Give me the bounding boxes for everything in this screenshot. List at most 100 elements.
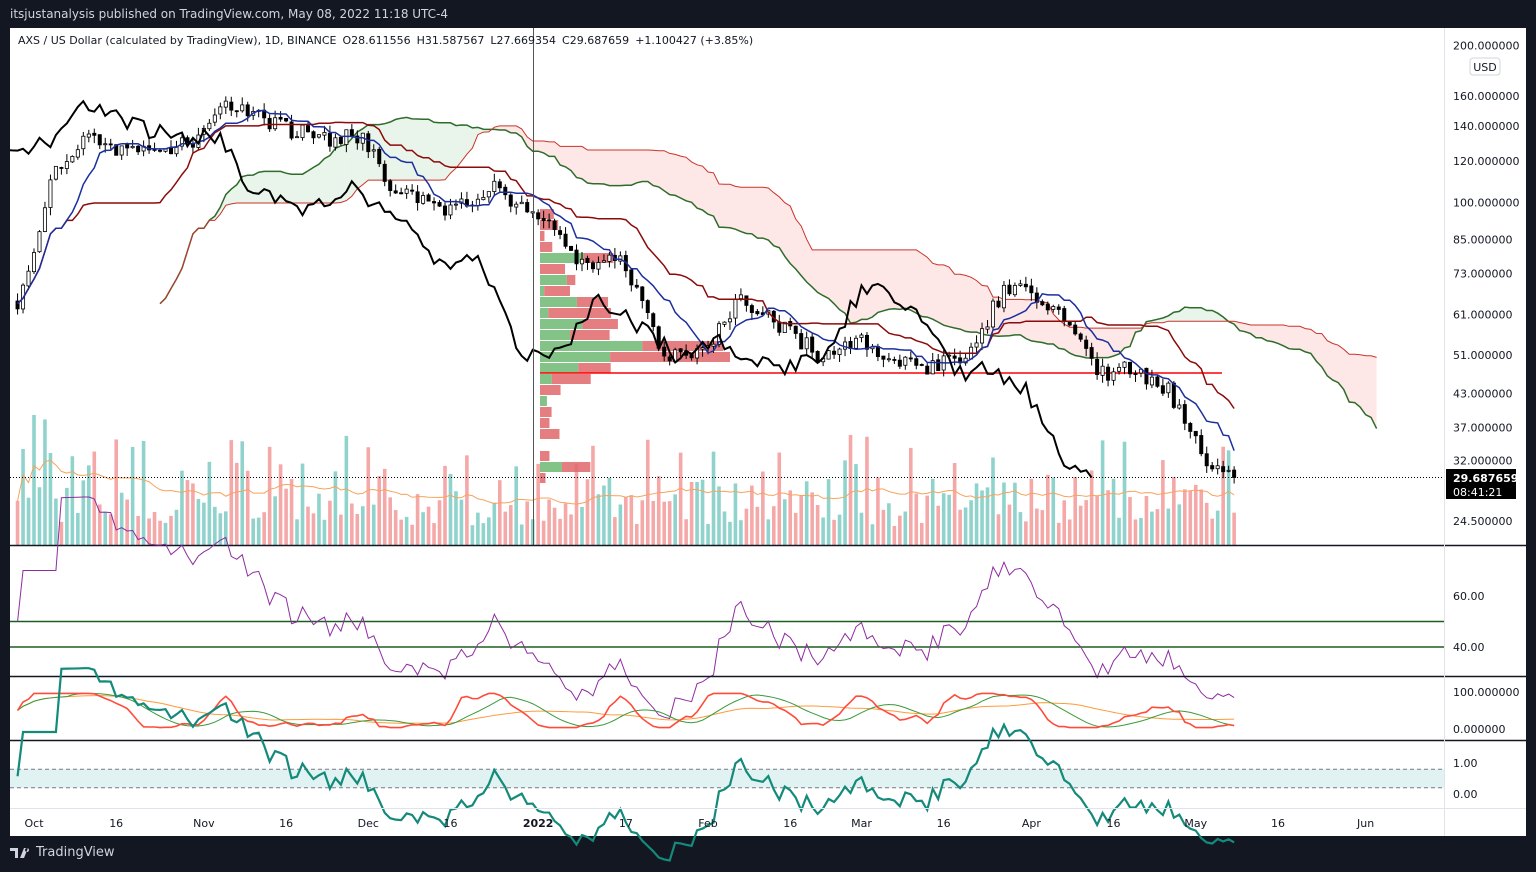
brand-label: TradingView bbox=[36, 845, 115, 860]
candle bbox=[832, 350, 837, 355]
cloud-segment bbox=[921, 253, 928, 318]
volume-bar bbox=[711, 451, 716, 545]
candle bbox=[722, 321, 727, 325]
time-tick: Jun bbox=[1356, 817, 1374, 830]
volume-bar bbox=[728, 521, 732, 545]
cloud-segment bbox=[406, 117, 413, 181]
candle bbox=[475, 198, 480, 206]
cloud-segment bbox=[647, 150, 654, 186]
cloud-segment bbox=[943, 264, 950, 327]
cloud-segment bbox=[1272, 325, 1278, 344]
volume-bar bbox=[339, 514, 343, 545]
volume-bar bbox=[350, 503, 354, 545]
volume-bar bbox=[865, 436, 869, 545]
time-tick: May bbox=[1184, 817, 1207, 830]
candle bbox=[207, 122, 212, 130]
volume-bar bbox=[59, 521, 64, 545]
cloud-segment bbox=[631, 150, 637, 186]
candle bbox=[903, 356, 908, 366]
cloud-segment bbox=[455, 125, 462, 169]
volume-bar bbox=[629, 495, 634, 545]
cloud-segment bbox=[368, 124, 374, 181]
price-axis[interactable]: 200.000000 160.000000 140.000000 120.000000… bbox=[1453, 39, 1519, 528]
time-tick: Feb bbox=[698, 817, 717, 830]
volume-profile-up bbox=[540, 396, 547, 406]
cloud-segment bbox=[1201, 307, 1207, 322]
cloud-segment bbox=[1288, 326, 1295, 350]
time-axis[interactable]: Oct 16 Nov 16 Dec 16 2022 17 Feb 16 Mar 16 Apr 16 May 1… bbox=[24, 817, 1374, 830]
cloud-segment bbox=[773, 192, 780, 248]
main-pane[interactable] bbox=[0, 28, 1444, 545]
osc-line bbox=[16, 667, 1235, 862]
candle bbox=[782, 321, 787, 334]
cloud-segment bbox=[779, 196, 785, 257]
volume-bar bbox=[892, 525, 897, 545]
candle bbox=[525, 202, 530, 213]
volume-bar bbox=[547, 499, 551, 545]
cloud-segment bbox=[560, 146, 566, 167]
volume-bar bbox=[832, 519, 836, 545]
candle bbox=[1018, 283, 1023, 286]
candle bbox=[634, 284, 639, 288]
candle bbox=[1144, 367, 1149, 385]
volume-bar bbox=[826, 479, 831, 545]
candle bbox=[75, 149, 80, 158]
cloud-segment bbox=[592, 150, 599, 184]
candle bbox=[344, 129, 349, 145]
cloud-segment bbox=[603, 150, 610, 186]
cloud-segment bbox=[1349, 354, 1355, 403]
tradingview-logo[interactable]: TradingView bbox=[10, 845, 115, 860]
cloud-segment bbox=[1217, 313, 1224, 322]
candle bbox=[48, 179, 53, 208]
time-tick: 16 bbox=[443, 817, 457, 830]
cloud-segment bbox=[724, 184, 730, 228]
volume-bar bbox=[1111, 478, 1116, 545]
volume-bar bbox=[848, 434, 853, 545]
candle bbox=[1067, 321, 1072, 326]
candle bbox=[1045, 303, 1050, 311]
volume-bar bbox=[881, 509, 886, 545]
symbol-name[interactable]: AXS / US Dollar (calculated by TradingVi… bbox=[18, 34, 337, 47]
osc-pane[interactable]: 1.00 0.00 bbox=[10, 667, 1478, 862]
cloud-segment bbox=[538, 140, 544, 153]
time-tick: 16 bbox=[1107, 817, 1121, 830]
volume-bar bbox=[618, 504, 623, 545]
volume-bar bbox=[125, 499, 129, 545]
volume-bar bbox=[136, 516, 140, 545]
cloud-segment bbox=[768, 188, 774, 246]
candle bbox=[1089, 347, 1094, 359]
currency-badge[interactable]: USD bbox=[1469, 57, 1501, 76]
volume-bar bbox=[684, 519, 688, 545]
volume-profile-down bbox=[642, 341, 724, 351]
volume-bar bbox=[15, 500, 20, 545]
candle bbox=[245, 104, 250, 117]
rsi-pane[interactable]: 60.00 40.00 bbox=[10, 496, 1485, 720]
volume-bar bbox=[388, 497, 392, 545]
candle bbox=[316, 134, 321, 138]
volume-bar bbox=[580, 507, 584, 545]
rsi-tick: 40.00 bbox=[1453, 641, 1485, 654]
candle bbox=[711, 343, 716, 347]
volume-bar bbox=[782, 499, 787, 545]
candle bbox=[432, 201, 437, 204]
stoch-pane[interactable]: 100.000000 0.000000 bbox=[16, 686, 1520, 736]
price-tick: 200.000000 bbox=[1453, 39, 1519, 52]
volume-bar bbox=[569, 514, 573, 545]
candle bbox=[1133, 373, 1138, 375]
candle bbox=[15, 300, 20, 310]
price-tick: 61.000000 bbox=[1453, 308, 1513, 321]
candle bbox=[547, 219, 552, 222]
cloud-segment bbox=[839, 249, 846, 314]
osc-tick: 0.00 bbox=[1453, 788, 1478, 801]
candle bbox=[415, 191, 420, 203]
volume-bar bbox=[465, 455, 469, 545]
volume-bar bbox=[651, 500, 656, 545]
candle bbox=[377, 148, 382, 165]
cloud-segment bbox=[642, 150, 648, 182]
volume-bar bbox=[673, 494, 677, 545]
cloud-segment bbox=[658, 150, 665, 191]
candle bbox=[234, 110, 239, 113]
candle bbox=[810, 336, 815, 353]
candle bbox=[678, 348, 683, 353]
